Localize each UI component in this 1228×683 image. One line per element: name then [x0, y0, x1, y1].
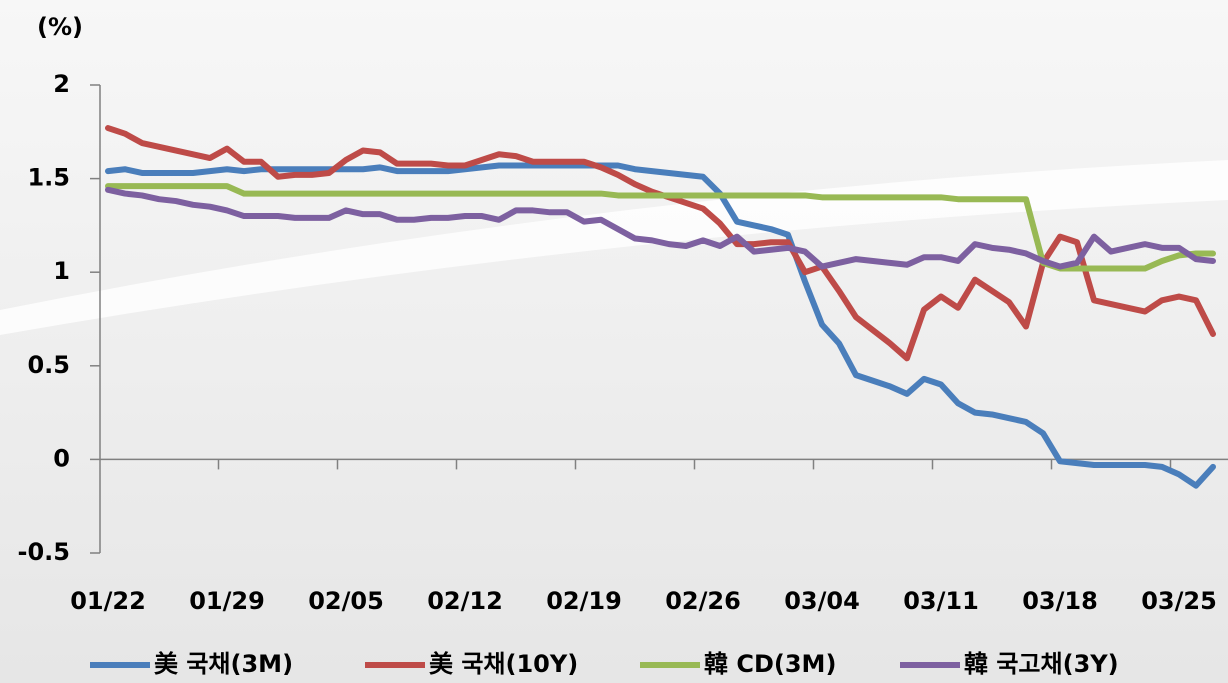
x-tick-label: 02/12 — [427, 587, 503, 615]
x-tick-label: 02/19 — [546, 587, 622, 615]
y-tick-label: 1.5 — [27, 164, 70, 192]
y-tick-label: 0 — [53, 444, 70, 472]
legend-label: 美 국채(3M) — [154, 650, 293, 678]
y-tick-label: 2 — [53, 70, 70, 98]
series-line — [105, 162, 1216, 489]
x-tick-label: 03/11 — [903, 587, 979, 615]
x-tick-label: 03/18 — [1022, 587, 1098, 615]
legend-label: 美 국채(10Y) — [429, 650, 578, 678]
y-tick-label: 0.5 — [27, 351, 70, 379]
swoosh — [0, 160, 1228, 335]
x-tick-label: 02/26 — [665, 587, 741, 615]
x-tick-label: 01/22 — [70, 587, 146, 615]
legend-label: 韓 국고채(3Y) — [964, 650, 1119, 678]
y-axis-label: (%) — [37, 13, 83, 41]
x-tick-label: 02/05 — [308, 587, 384, 615]
x-tick-label: 01/29 — [189, 587, 265, 615]
x-tick-label: 03/25 — [1141, 587, 1217, 615]
y-tick-label: -0.5 — [18, 538, 70, 566]
legend-label: 韓 CD(3M) — [704, 650, 836, 678]
y-tick-label: 1 — [53, 257, 70, 285]
series-line — [105, 186, 1216, 270]
x-tick-label: 03/04 — [784, 587, 860, 615]
series-line — [105, 183, 1216, 272]
